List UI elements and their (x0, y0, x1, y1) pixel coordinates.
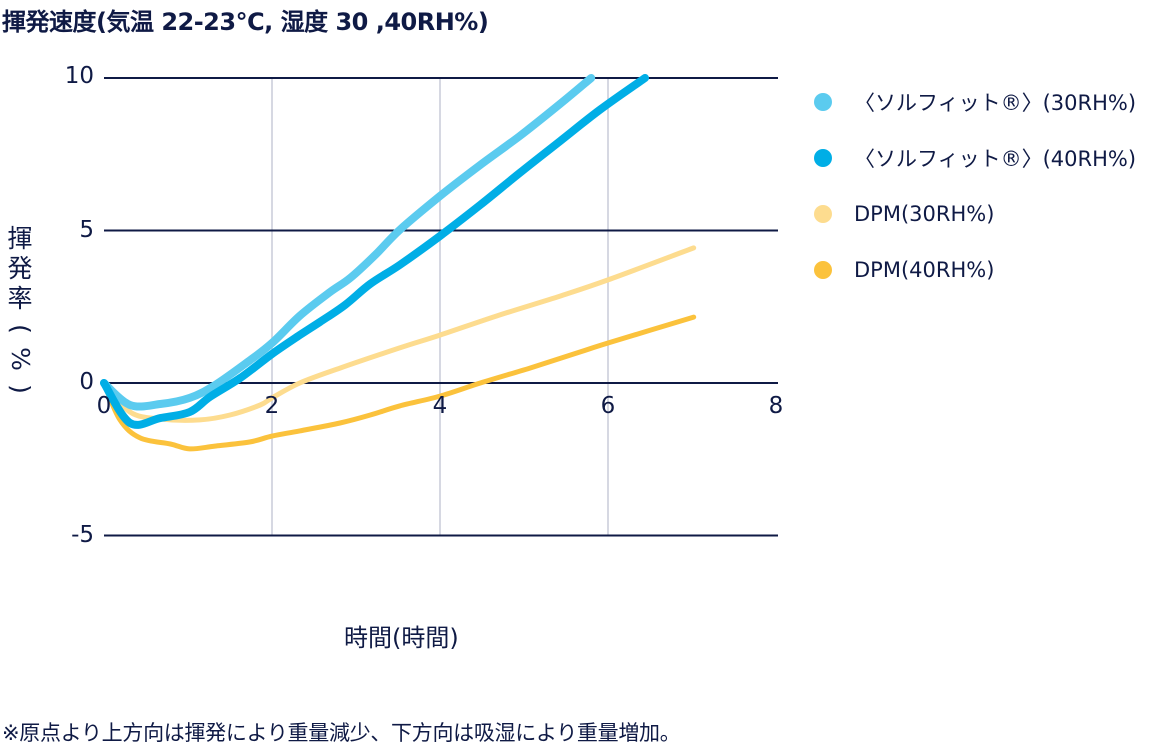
series-line (100, 74, 649, 429)
legend-label: 〈ソルフィット®〉(40RH%) (854, 147, 1137, 171)
series-line (101, 314, 697, 452)
y-axis-label-char: % (6, 347, 35, 371)
y-tick-label: 5 (79, 217, 94, 243)
y-tick-label: -5 (71, 522, 94, 548)
x-axis-label: 時間(時間) (344, 624, 459, 652)
vertical-gridlines (271, 78, 609, 536)
x-tick-label: 2 (264, 393, 280, 419)
y-axis-label-char: 率 (7, 284, 33, 313)
legend-item-solufit-30rh: 〈ソルフィット®〉(30RH%) (814, 76, 1136, 128)
x-tick-label: 8 (768, 393, 784, 419)
legend-dot-icon (814, 149, 832, 167)
legend-item-dpm-40rh: DPM(40RH%) (814, 244, 1136, 296)
footnote: ※原点より上方向は揮発により重量減少、下方向は吸湿により重量増加。 (2, 721, 681, 745)
y-axis-label-char: ( (6, 324, 35, 334)
legend-dot-icon (814, 93, 832, 111)
legend-label: DPM(40RH%) (854, 258, 995, 282)
horizontal-gridlines (104, 77, 778, 537)
y-axis-label: 揮 発 率 ( % ) (6, 224, 35, 404)
data-series (100, 74, 697, 452)
y-tick-label: 0 (79, 369, 94, 395)
legend-item-dpm-30rh: DPM(30RH%) (814, 188, 1136, 240)
x-tick-label: 6 (600, 393, 616, 419)
legend-dot-icon (814, 261, 832, 279)
chart-title: 揮発速度(気温 22-23℃, 湿度 30 ,40RH%) (2, 8, 489, 36)
legend-item-solufit-40rh: 〈ソルフィット®〉(40RH%) (814, 132, 1136, 184)
x-tick-label: 0 (96, 393, 112, 419)
series-line (100, 74, 596, 411)
y-tick-label: 10 (64, 63, 94, 89)
x-tick-label: 4 (432, 393, 448, 419)
y-axis-label-char: ) (6, 384, 35, 394)
y-axis-label-char: 揮 (7, 224, 33, 253)
legend: 〈ソルフィット®〉(30RH%) 〈ソルフィット®〉(40RH%) DPM(30… (814, 76, 1136, 300)
legend-dot-icon (814, 205, 832, 223)
legend-label: DPM(30RH%) (854, 202, 995, 226)
legend-label: 〈ソルフィット®〉(30RH%) (854, 91, 1137, 115)
y-axis-label-char: 発 (7, 254, 33, 283)
